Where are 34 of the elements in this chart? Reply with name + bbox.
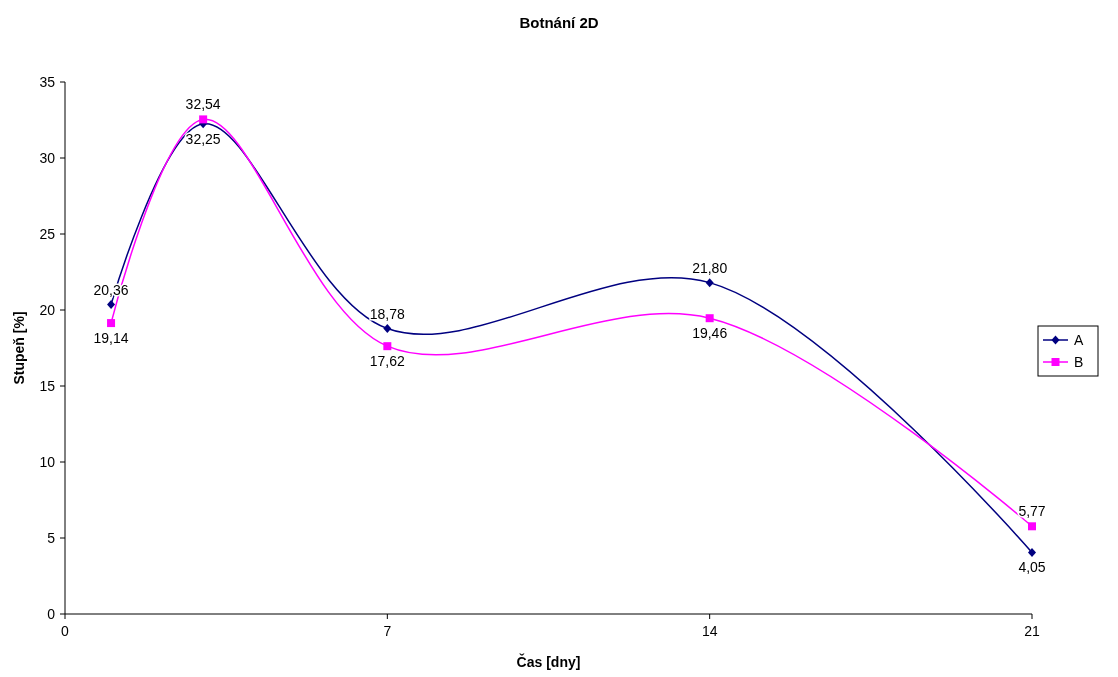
data-label: 32,25 [185, 130, 221, 147]
chart-title: Botnání 2D [519, 14, 599, 31]
point [383, 324, 392, 334]
y-tick-label: 15 [39, 378, 56, 394]
data-label: 4,05 [1018, 559, 1046, 576]
y-tick-label: 5 [47, 530, 56, 546]
x-tick-label: 14 [701, 623, 718, 639]
point [107, 300, 116, 310]
x-axis-title: Čas [dny] [516, 653, 581, 670]
data-label: 19,14 [93, 330, 129, 347]
data-label: 18,78 [369, 305, 406, 322]
point [705, 314, 714, 323]
y-tick-label: 30 [39, 150, 56, 166]
x-tick-label: 7 [383, 623, 392, 639]
point [383, 342, 392, 351]
x-tick-label: 21 [1024, 623, 1040, 639]
point [199, 115, 208, 124]
point [1028, 522, 1036, 531]
data-label: 17,62 [369, 353, 406, 370]
x-tick-label: 0 [61, 623, 70, 639]
y-tick-label: 25 [39, 226, 56, 242]
y-tick-label: 10 [39, 454, 56, 470]
y-tick-label: 0 [47, 606, 56, 622]
point [107, 319, 116, 328]
y-tick-label: 20 [39, 302, 56, 318]
point [705, 278, 714, 288]
data-label: 19,46 [692, 325, 728, 342]
data-label: 21,80 [692, 259, 728, 276]
legend-label: A [1074, 332, 1084, 348]
data-label: 32,54 [185, 96, 221, 113]
data-label: 5,77 [1018, 503, 1046, 520]
y-axis-title: Stupeň [%] [11, 311, 27, 385]
legend-label: B [1074, 354, 1084, 370]
y-tick-label: 35 [39, 74, 56, 90]
